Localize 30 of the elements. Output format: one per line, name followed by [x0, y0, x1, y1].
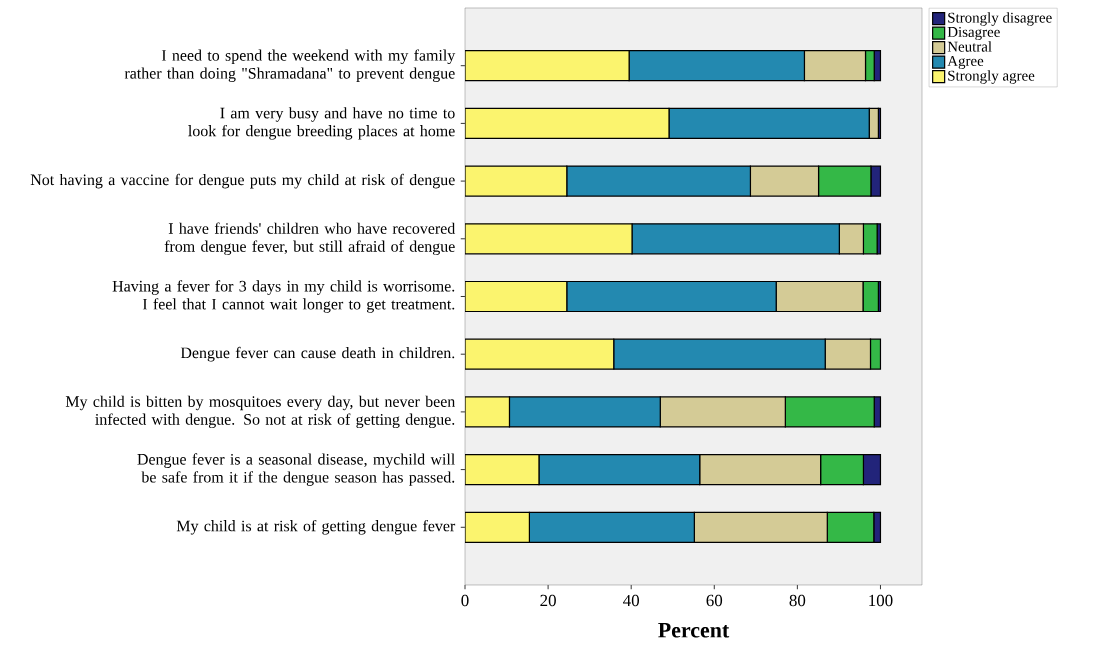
bar [465, 453, 540, 486]
bar [465, 338, 615, 370]
y-tick-label: My child is at risk of getting dengue fever [176, 519, 456, 535]
x-tick-label: 20 [540, 594, 556, 607]
y-tick-label: My child is bitten by mosquitoes every day, but never been infected with dengue. So not at risk of getting dengue. [65, 395, 456, 429]
y-tick-label: Dengue fever can cause death in children. [180, 346, 455, 362]
y-tick-label: Having a fever for 3 days in my child is worrisome. I feel that I cannot wait longer to get treatment. [112, 280, 455, 313]
y-tick-label: I need to spend the weekend with my family rather than doing "Shramadana" to prevent dengue [124, 49, 456, 82]
bar [465, 511, 530, 543]
legend-label: Agree [947, 55, 984, 70]
x-axis-title: Percent [658, 623, 730, 638]
y-tick-label: Not having a vaccine for dengue puts my child at risk of dengue [30, 173, 455, 189]
y-tick-label: I am very busy and have no time to look for dengue breeding places at home [188, 107, 455, 140]
legend-label: Neutral [947, 41, 992, 52]
bar [465, 107, 670, 139]
x-tick-label: 100 [869, 594, 893, 607]
legend-label: Strongly agree [948, 70, 1035, 84]
bar [465, 223, 633, 255]
bar [465, 50, 630, 82]
y-tick-label: Dengue fever is a seasonal disease, mychild will be safe from it if the dengue season has passed. [137, 453, 455, 486]
x-tick-label: 80 [789, 594, 806, 607]
y-tick-label: I have friends' children who have recovered from dengue fever, but still afraid of dengue [164, 222, 456, 256]
legend-label: Strongly disagree [948, 12, 1052, 26]
legend-label: Disagree [947, 26, 1000, 41]
x-tick-label: 40 [623, 594, 640, 607]
bar [465, 165, 568, 197]
bar [465, 396, 511, 428]
x-tick-label: 0 [461, 594, 469, 607]
bar [465, 280, 568, 313]
x-tick-label: 60 [706, 594, 723, 607]
